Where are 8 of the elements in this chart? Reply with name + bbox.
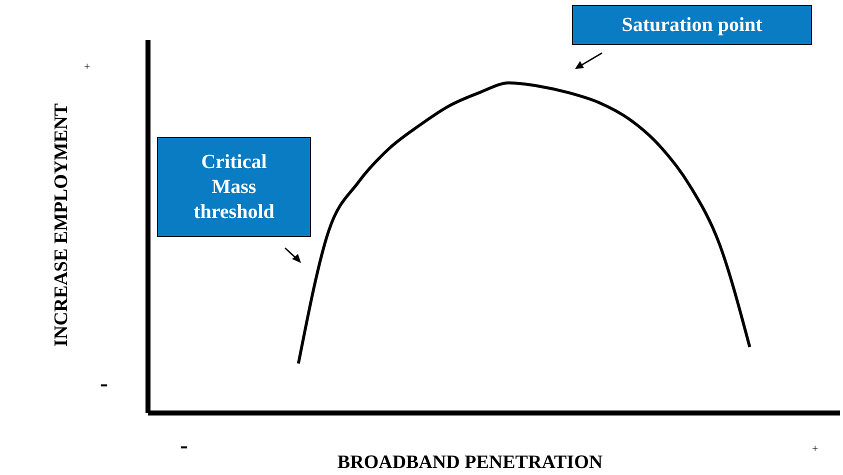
y-axis-title: INCREASE EMPLOYMENT <box>51 103 73 347</box>
text: - <box>100 371 108 397</box>
x-axis-title: BROADBAND PENETRATION <box>337 452 603 474</box>
text: - <box>180 433 188 459</box>
callout-box: Saturation point <box>572 5 812 45</box>
callout-box: Critical Mass threshold <box>157 137 311 237</box>
text: + <box>812 443 818 455</box>
text: + <box>84 61 90 73</box>
